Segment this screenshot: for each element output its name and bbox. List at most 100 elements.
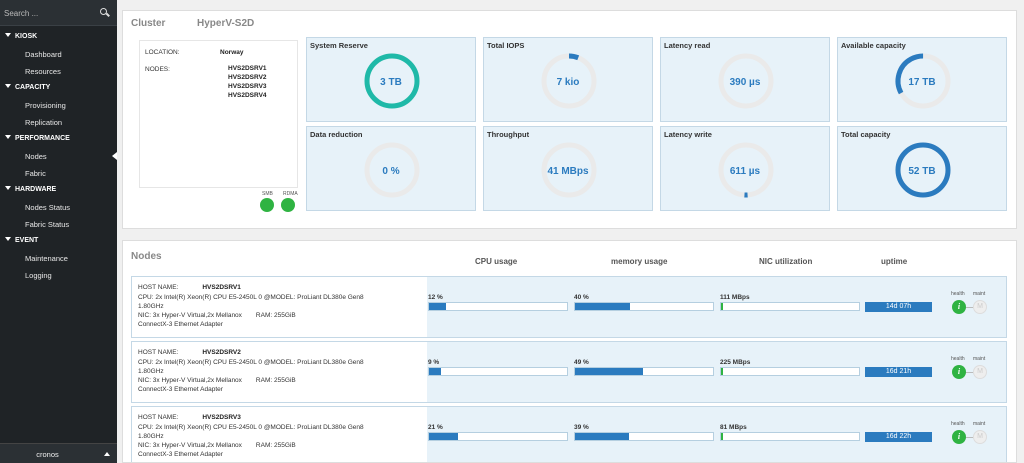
nav-item-nodes[interactable]: Nodes xyxy=(25,152,47,161)
host-line: HOST NAME: HVS2DSRV1 xyxy=(138,284,241,291)
nav-item-maintenance[interactable]: Maintenance xyxy=(25,254,68,263)
smb-label: SMB xyxy=(262,191,273,197)
metric-tile-total-capacity[interactable]: Total capacity 52 TB xyxy=(837,126,1007,211)
metric-tile-available-capacity[interactable]: Available capacity 17 TB xyxy=(837,37,1007,122)
metric-tile-latency-read[interactable]: Latency read 390 µs xyxy=(660,37,830,122)
nav-item-fabric-status[interactable]: Fabric Status xyxy=(25,220,70,229)
health-label: health xyxy=(951,291,965,297)
cpu-model-line: CPU: 2x Intel(R) Xeon(R) CPU E5-2450L 0 … xyxy=(138,359,364,366)
cpu-speed-line: 1.80GHz xyxy=(138,303,164,310)
nav-section-label: PERFORMANCE xyxy=(15,135,70,142)
nic-text: NIC: 3x Hyper-V Virtual,2x Mellanox xyxy=(138,312,242,319)
nic-utilization-value: 225 MBps xyxy=(720,359,751,366)
rdma-status-dot xyxy=(281,198,295,212)
metric-tile-total-iops[interactable]: Total IOPS 7 kio xyxy=(483,37,653,122)
memory-usage-bar xyxy=(574,432,714,441)
connector-line xyxy=(964,437,973,438)
nic-adapter-line: ConnectX-3 Ethernet Adapter xyxy=(138,451,223,458)
nodes-label: NODES: xyxy=(145,66,170,73)
metric-value: 41 MBps xyxy=(547,166,589,177)
nav-section-event[interactable]: EVENT xyxy=(5,237,38,244)
metric-tile-system-reserve[interactable]: System Reserve 3 TB xyxy=(306,37,476,122)
caret-down-icon xyxy=(5,237,11,241)
metric-title: Latency write xyxy=(664,130,712,139)
maintenance-icon[interactable]: M xyxy=(973,430,987,444)
nav-section-hardware[interactable]: HARDWARE xyxy=(5,186,56,193)
metric-value: 7 kio xyxy=(556,77,580,88)
health-info-icon[interactable]: i xyxy=(952,430,966,444)
search-icon[interactable] xyxy=(100,8,107,15)
host-name: HVS2DSRV1 xyxy=(202,284,241,291)
metric-value: 52 TB xyxy=(908,166,936,177)
node-row[interactable]: HOST NAME: HVS2DSRV1 CPU: 2x Intel(R) Xeo… xyxy=(131,276,1007,338)
cpu-usage-bar xyxy=(428,302,568,311)
nic-line: NIC: 3x Hyper-V Virtual,2x Mellanox RAM: … xyxy=(138,312,296,319)
column-header-uptime: uptime xyxy=(881,257,908,266)
cpu-usage-bar xyxy=(428,432,568,441)
active-indicator-icon xyxy=(112,152,117,160)
maintenance-icon[interactable]: M xyxy=(973,300,987,314)
caret-up-icon[interactable] xyxy=(104,452,110,456)
cluster-title: Cluster HyperV-S2D xyxy=(131,18,254,29)
node-name: HVS2DSRV1 xyxy=(228,65,267,72)
host-label: HOST NAME: xyxy=(138,284,179,291)
nav-item-provisioning[interactable]: Provisioning xyxy=(25,101,66,110)
nav-item-logging[interactable]: Logging xyxy=(25,271,52,280)
node-name: HVS2DSRV3 xyxy=(228,83,267,90)
memory-usage-value: 40 % xyxy=(574,294,589,301)
nav-item-resources[interactable]: Resources xyxy=(25,67,61,76)
node-name: HVS2DSRV2 xyxy=(228,74,267,81)
nic-adapter-line: ConnectX-3 Ethernet Adapter xyxy=(138,321,223,328)
nav-item-fabric[interactable]: Fabric xyxy=(25,169,46,178)
column-header-cpu: CPU usage xyxy=(475,257,518,266)
metric-ring xyxy=(718,142,774,198)
node-row[interactable]: HOST NAME: HVS2DSRV2 CPU: 2x Intel(R) Xeo… xyxy=(131,341,1007,403)
host-label: HOST NAME: xyxy=(138,414,179,421)
cluster-title-prefix: Cluster xyxy=(131,18,166,29)
metric-title: Available capacity xyxy=(841,41,906,50)
nav-item-nodes-status[interactable]: Nodes Status xyxy=(25,203,71,212)
nic-utilization-bar xyxy=(720,432,860,441)
nodes-title: Nodes xyxy=(131,251,162,262)
nic-line: NIC: 3x Hyper-V Virtual,2x Mellanox RAM: … xyxy=(138,442,296,449)
node-name: HVS2DSRV4 xyxy=(228,92,267,99)
location-label: LOCATION: xyxy=(145,49,180,56)
nav-section-performance[interactable]: PERFORMANCE xyxy=(5,135,70,142)
nav-section-capacity[interactable]: CAPACITY xyxy=(5,84,50,91)
metric-tile-latency-write[interactable]: Latency write 611 µs xyxy=(660,126,830,211)
caret-down-icon xyxy=(5,84,11,88)
nav-item-dashboard[interactable]: Dashboard xyxy=(25,50,62,59)
user-bar[interactable]: cronos xyxy=(0,443,117,463)
metric-tile-throughput[interactable]: Throughput 41 MBps xyxy=(483,126,653,211)
cluster-title-suffix: HyperV-S2D xyxy=(197,18,255,29)
memory-usage-fill xyxy=(575,433,629,440)
memory-usage-bar xyxy=(574,367,714,376)
metric-title: Latency read xyxy=(664,41,711,50)
health-info-icon[interactable]: i xyxy=(952,300,966,314)
ram-text: RAM: 255GiB xyxy=(255,442,296,449)
maint-label: maint xyxy=(973,421,986,427)
node-row[interactable]: HOST NAME: HVS2DSRV3 CPU: 2x Intel(R) Xeo… xyxy=(131,406,1007,462)
maintenance-icon[interactable]: M xyxy=(973,365,987,379)
metric-tile-data-reduction[interactable]: Data reduction 0 % xyxy=(306,126,476,211)
caret-down-icon xyxy=(5,135,11,139)
search-input[interactable] xyxy=(4,6,94,20)
cpu-usage-value: 21 % xyxy=(428,424,443,431)
memory-usage-fill xyxy=(575,303,631,310)
maint-label: maint xyxy=(973,356,986,362)
node-info: HOST NAME: HVS2DSRV1 CPU: 2x Intel(R) Xeo… xyxy=(132,277,427,337)
nav-section-kiosk[interactable]: KIOSK xyxy=(5,33,37,40)
metric-ring xyxy=(541,53,597,109)
sidebar: KIOSK Dashboard Resources CAPACITY Provi… xyxy=(0,0,117,463)
metric-title: Data reduction xyxy=(310,130,363,139)
nav-item-replication[interactable]: Replication xyxy=(25,118,63,127)
cpu-usage-value: 12 % xyxy=(428,294,443,301)
health-info-icon[interactable]: i xyxy=(952,365,966,379)
host-name: HVS2DSRV3 xyxy=(202,414,241,421)
cpu-usage-bar xyxy=(428,367,568,376)
cpu-usage-value: 9 % xyxy=(428,359,440,366)
cpu-speed-line: 1.80GHz xyxy=(138,433,164,440)
nic-utilization-fill xyxy=(721,368,723,375)
host-name: HVS2DSRV2 xyxy=(202,349,241,356)
memory-usage-bar xyxy=(574,302,714,311)
